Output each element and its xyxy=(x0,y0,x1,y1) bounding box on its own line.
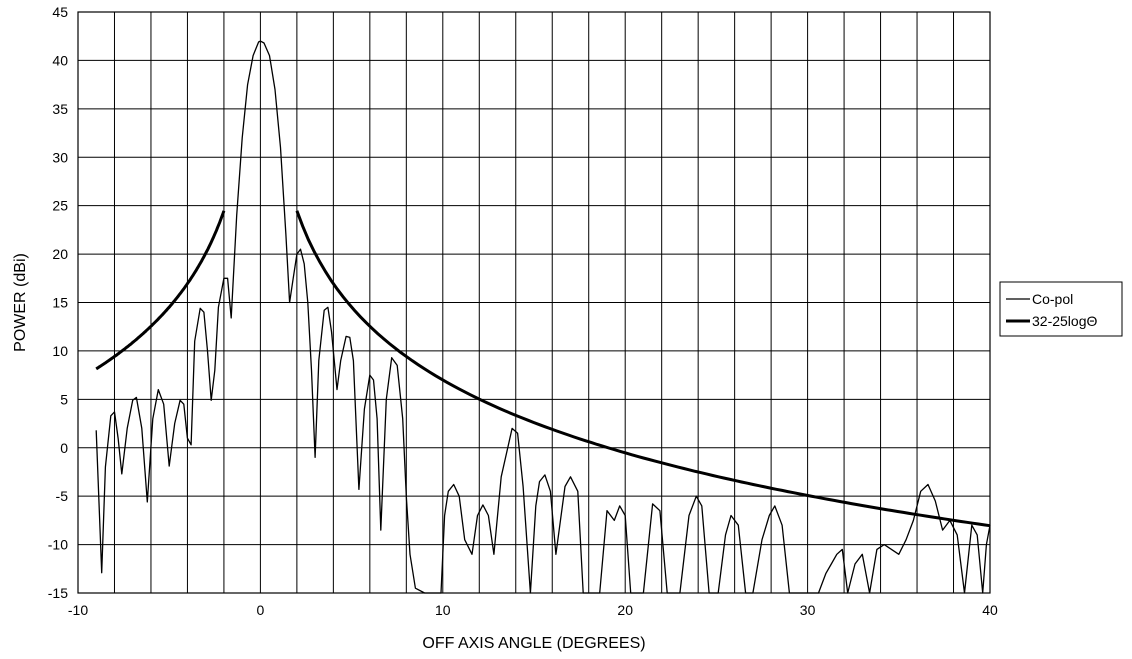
x-axis-ticks: -10 0 10 20 30 40 xyxy=(68,602,998,618)
x-tick-label: 0 xyxy=(257,602,265,618)
y-tick-label: -5 xyxy=(56,488,69,504)
x-tick-label: 20 xyxy=(617,602,633,618)
x-tick-label: -10 xyxy=(68,602,88,618)
x-tick-label: 30 xyxy=(800,602,816,618)
series-line-mask-segment-1 xyxy=(295,210,991,528)
y-tick-label: 45 xyxy=(52,4,68,20)
y-tick-label: 20 xyxy=(52,246,68,262)
y-axis-title: POWER (dBi) xyxy=(12,253,29,352)
y-tick-label: -15 xyxy=(48,585,68,601)
y-tick-label: -10 xyxy=(48,537,68,553)
y-tick-label: 10 xyxy=(52,343,68,359)
x-axis-title: OFF AXIS ANGLE (DEGREES) xyxy=(422,635,645,652)
gridlines xyxy=(78,12,990,593)
x-tick-label: 40 xyxy=(982,602,998,618)
y-tick-label: 15 xyxy=(52,295,68,311)
y-tick-label: 40 xyxy=(52,52,68,68)
legend-label-mask: 32-25logΘ xyxy=(1032,313,1097,329)
y-tick-label: 25 xyxy=(52,198,68,214)
y-tick-label: 5 xyxy=(60,391,68,407)
x-tick-label: 10 xyxy=(435,602,451,618)
series-line-mask-segment-0 xyxy=(95,210,226,371)
legend: Co-pol 32-25logΘ xyxy=(999,281,1123,337)
series-line-co-pol xyxy=(95,40,991,594)
series-layer xyxy=(95,40,991,594)
legend-box xyxy=(999,281,1123,337)
y-tick-label: 35 xyxy=(52,101,68,117)
legend-label-co-pol: Co-pol xyxy=(1032,291,1073,307)
y-axis-ticks: -15 -10 -5 0 5 10 15 20 25 30 35 40 45 xyxy=(48,4,68,601)
plot-area xyxy=(77,11,991,594)
y-tick-label: 30 xyxy=(52,149,68,165)
y-tick-label: 0 xyxy=(60,440,68,456)
